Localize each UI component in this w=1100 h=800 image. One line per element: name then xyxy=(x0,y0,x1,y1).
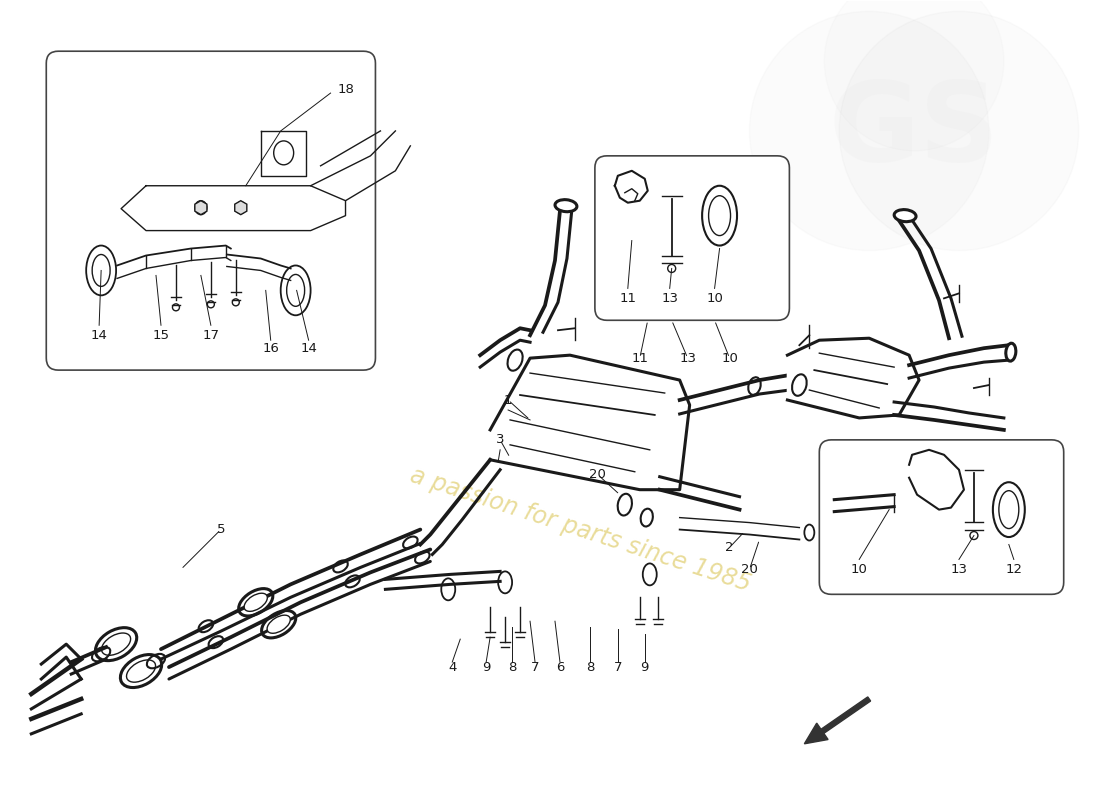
Polygon shape xyxy=(615,170,648,202)
Text: 15: 15 xyxy=(153,329,169,342)
Ellipse shape xyxy=(1005,343,1016,361)
Text: 13: 13 xyxy=(661,292,679,305)
Text: 11: 11 xyxy=(631,352,648,365)
Text: 9: 9 xyxy=(640,661,649,674)
FancyBboxPatch shape xyxy=(820,440,1064,594)
Text: 13: 13 xyxy=(679,352,696,365)
Text: 12: 12 xyxy=(1005,563,1022,576)
Ellipse shape xyxy=(999,490,1019,529)
FancyBboxPatch shape xyxy=(595,156,790,320)
Text: 17: 17 xyxy=(202,329,219,342)
Text: 14: 14 xyxy=(90,329,108,342)
Text: 7: 7 xyxy=(614,661,623,674)
Ellipse shape xyxy=(267,615,290,634)
Ellipse shape xyxy=(244,594,267,611)
Text: 7: 7 xyxy=(531,661,539,674)
Polygon shape xyxy=(491,355,690,490)
Polygon shape xyxy=(909,450,964,510)
Text: 2: 2 xyxy=(725,541,734,554)
Text: 8: 8 xyxy=(508,661,516,674)
Text: a passion for parts since 1985: a passion for parts since 1985 xyxy=(407,463,754,596)
Text: 16: 16 xyxy=(262,342,279,354)
Text: 13: 13 xyxy=(950,563,968,576)
Polygon shape xyxy=(121,186,345,230)
Circle shape xyxy=(839,11,1079,250)
Text: 4: 4 xyxy=(448,661,456,674)
Text: 10: 10 xyxy=(722,352,738,365)
Text: 14: 14 xyxy=(300,342,317,354)
Ellipse shape xyxy=(708,196,730,235)
FancyBboxPatch shape xyxy=(46,51,375,370)
Text: 8: 8 xyxy=(585,661,594,674)
FancyArrow shape xyxy=(804,697,870,744)
Text: 18: 18 xyxy=(337,82,354,95)
Text: 20: 20 xyxy=(590,468,606,482)
Text: 20: 20 xyxy=(741,563,758,576)
Ellipse shape xyxy=(894,210,916,222)
Text: GS: GS xyxy=(828,78,1000,185)
Polygon shape xyxy=(788,338,920,418)
Ellipse shape xyxy=(92,254,110,286)
Ellipse shape xyxy=(101,633,131,655)
Ellipse shape xyxy=(556,200,576,212)
Text: 1: 1 xyxy=(504,394,513,406)
Text: 5: 5 xyxy=(217,523,226,536)
Text: 10: 10 xyxy=(850,563,868,576)
Text: 10: 10 xyxy=(706,292,723,305)
Text: 3: 3 xyxy=(496,434,505,446)
Circle shape xyxy=(749,11,989,250)
Ellipse shape xyxy=(126,660,155,682)
Text: 6: 6 xyxy=(556,661,564,674)
Text: 9: 9 xyxy=(482,661,491,674)
Text: 11: 11 xyxy=(619,292,636,305)
Ellipse shape xyxy=(287,274,305,306)
